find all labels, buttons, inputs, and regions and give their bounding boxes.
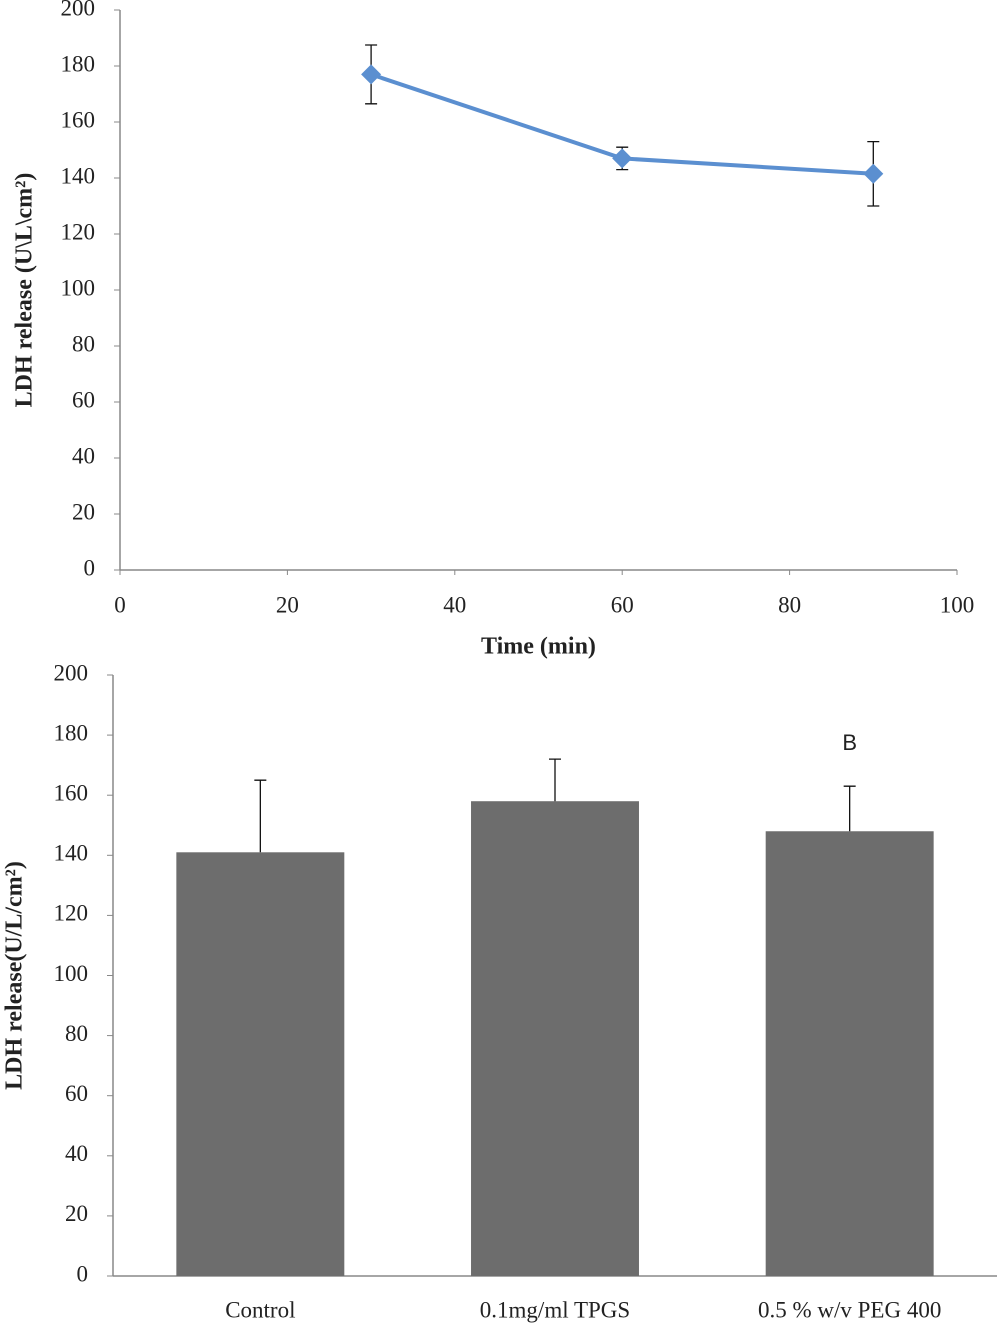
x-tick-label: 0.5 % w/v PEG 400 xyxy=(758,1297,941,1322)
x-tick-label: 100 xyxy=(940,592,975,617)
x-tick-label: 60 xyxy=(611,592,634,617)
y-tick-label: 180 xyxy=(54,720,89,745)
marker xyxy=(361,64,382,85)
y-tick-label: 40 xyxy=(65,1141,88,1166)
y-tick-label: 0 xyxy=(84,555,96,580)
annotation: B xyxy=(842,730,857,755)
y-tick-label: 140 xyxy=(54,841,89,866)
bar xyxy=(176,852,345,1276)
x-tick-label: 80 xyxy=(778,592,801,617)
y-axis-label: LDH release (U\L\cm²) xyxy=(12,173,38,408)
x-tick-label: Control xyxy=(225,1297,295,1322)
marker xyxy=(863,163,884,184)
marker xyxy=(612,148,633,169)
x-tick-label: 20 xyxy=(276,592,299,617)
error-bar xyxy=(843,785,856,832)
y-tick-label: 120 xyxy=(54,901,89,926)
x-tick-label: 0 xyxy=(114,592,126,617)
y-tick-label: 20 xyxy=(65,1201,88,1226)
y-tick-label: 40 xyxy=(72,443,95,468)
y-tick-label: 120 xyxy=(61,219,96,244)
y-tick-label: 160 xyxy=(61,107,96,132)
y-tick-label: 80 xyxy=(72,331,95,356)
y-tick-label: 20 xyxy=(72,499,95,524)
y-tick-label: 60 xyxy=(65,1081,88,1106)
error-bar xyxy=(549,758,561,802)
y-tick-label: 200 xyxy=(54,660,89,685)
y-tick-label: 200 xyxy=(61,0,96,20)
y-tick-label: 60 xyxy=(72,387,95,412)
y-tick-label: 0 xyxy=(77,1261,89,1286)
x-tick-label: 0.1mg/ml TPGS xyxy=(480,1297,630,1322)
error-bar xyxy=(254,779,267,853)
x-tick-label: 40 xyxy=(443,592,466,617)
x-axis-label: Time (min) xyxy=(481,634,596,660)
y-tick-label: 160 xyxy=(54,780,89,805)
bar xyxy=(765,831,934,1276)
y-tick-label: 140 xyxy=(61,163,96,188)
y-axis-label: LDH release(U/L/cm²) xyxy=(2,861,28,1090)
y-tick-label: 100 xyxy=(54,961,89,986)
y-tick-label: 80 xyxy=(65,1021,88,1046)
y-tick-label: 100 xyxy=(61,275,96,300)
bar xyxy=(471,801,639,1276)
y-tick-label: 180 xyxy=(61,51,96,76)
